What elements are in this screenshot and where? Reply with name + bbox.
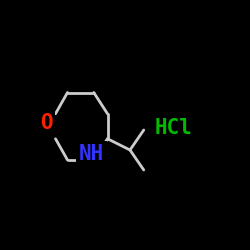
Text: O: O [40, 113, 52, 133]
Text: NH: NH [78, 144, 104, 164]
Text: HCl: HCl [155, 118, 193, 138]
